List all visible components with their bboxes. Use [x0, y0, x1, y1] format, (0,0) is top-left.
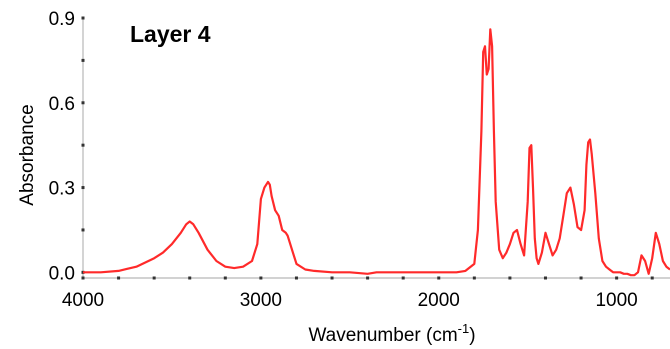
- x-tick-mark: [401, 276, 405, 280]
- x-tick-label: 4000: [62, 290, 104, 311]
- y-axis-ticks: 0.0 0.3 0.6 0.9: [49, 9, 85, 284]
- y-tick-mark: [81, 228, 85, 232]
- x-tick-mark: [472, 276, 476, 280]
- y-tick-mark: [81, 101, 85, 105]
- x-tick-mark: [615, 276, 619, 280]
- x-tick-label: 1000: [595, 290, 637, 311]
- x-tick-mark: [579, 276, 583, 280]
- x-tick-mark: [152, 276, 156, 280]
- x-tick-mark: [81, 276, 85, 280]
- x-axis-ticks: 4000 3000 2000 1000: [62, 276, 654, 311]
- x-tick-mark: [188, 276, 192, 280]
- x-tick-mark: [259, 276, 263, 280]
- y-tick-mark: [81, 16, 85, 20]
- x-tick-mark: [543, 276, 547, 280]
- x-tick-mark: [508, 276, 512, 280]
- x-tick-mark: [437, 276, 441, 280]
- x-tick-mark: [223, 276, 227, 280]
- x-tick-mark: [330, 276, 334, 280]
- y-tick-label: 0.6: [49, 94, 75, 115]
- x-axis-label-main: Wavenumber (cm: [308, 325, 457, 346]
- chart-title: Layer 4: [130, 21, 211, 47]
- y-tick-label: 0.3: [49, 179, 75, 200]
- y-tick-label: 0.0: [49, 263, 75, 284]
- x-tick-mark: [117, 276, 121, 280]
- y-axis-label: Absorbance: [17, 104, 38, 205]
- x-tick-label: 3000: [240, 290, 282, 311]
- x-tick-mark: [294, 276, 298, 280]
- y-tick-mark: [81, 143, 85, 147]
- x-axis-label: Wavenumber (cm-1): [308, 321, 475, 346]
- x-tick-mark: [366, 276, 370, 280]
- plot-frame: [82, 18, 670, 279]
- series-layer: [83, 28, 670, 277]
- series-line-0: [83, 28, 670, 277]
- x-axis-label-superscript: -1: [458, 321, 470, 336]
- y-tick-mark: [81, 58, 85, 62]
- x-tick-mark: [650, 276, 654, 280]
- y-tick-mark: [81, 186, 85, 190]
- y-tick-label: 0.9: [49, 9, 75, 30]
- x-tick-label: 2000: [418, 290, 460, 311]
- x-axis-label-suffix: ): [469, 325, 475, 346]
